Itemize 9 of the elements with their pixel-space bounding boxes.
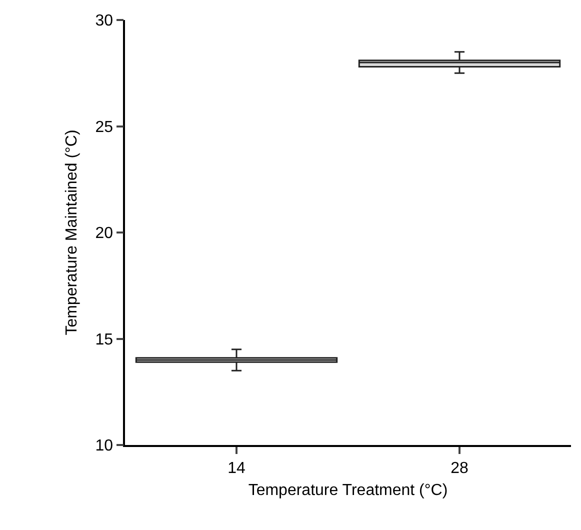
y-tick-label: 20 — [95, 225, 114, 242]
y-tick-label: 15 — [95, 331, 114, 348]
y-tick-label: 25 — [95, 118, 114, 136]
y-tick-label: 30 — [95, 12, 114, 30]
y-tick-label: 10 — [95, 438, 114, 455]
x-tick-label: 28 — [450, 460, 468, 477]
x-tick-label: 14 — [228, 460, 246, 477]
y-axis-title: Temperature Maintained (°C) — [64, 130, 81, 336]
x-axis-title: Temperature Treatment (°C) — [248, 482, 448, 500]
